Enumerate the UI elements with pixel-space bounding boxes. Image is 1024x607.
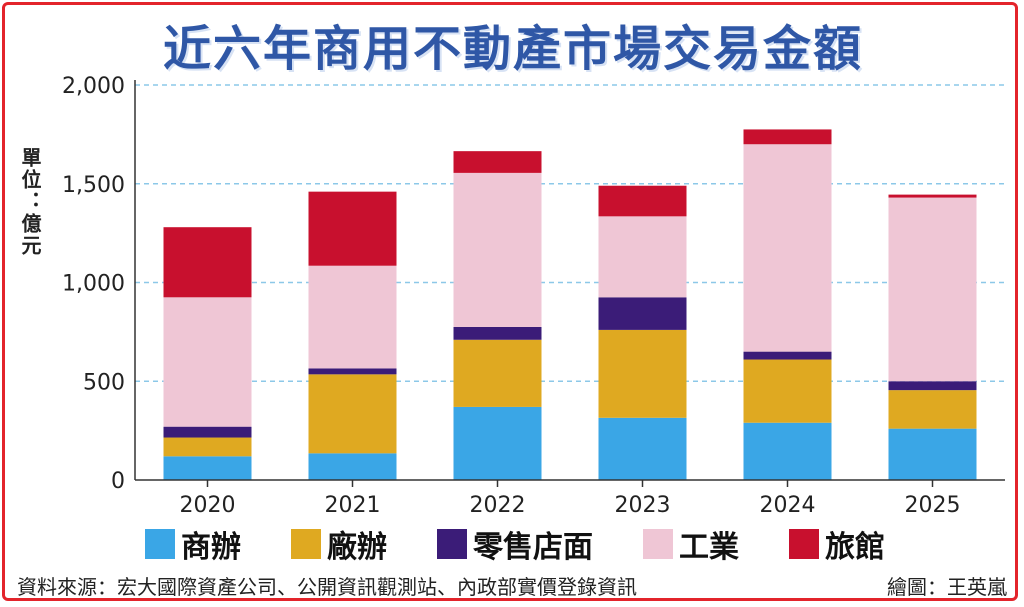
y-tick-label-500: 500 (83, 370, 125, 395)
y-axis-unit-label: 單位：億元 (18, 147, 42, 257)
bar-2021-series-1 (308, 374, 397, 454)
bar-2021-series-0 (308, 453, 397, 480)
x-tick-label-2023: 2023 (615, 493, 671, 518)
bar-2025-series-1 (888, 390, 977, 429)
bar-2023-series-4 (598, 185, 687, 217)
legend-label-4: 旅館 (825, 530, 885, 565)
legend-swatch-0 (145, 529, 175, 559)
bar-2020-series-3 (163, 297, 252, 427)
bar-2024-series-4 (743, 129, 832, 145)
bar-2021-series-2 (308, 368, 397, 375)
bar-2023-series-0 (598, 417, 687, 480)
x-tick-label-2025: 2025 (905, 493, 961, 518)
bar-2024-series-0 (743, 422, 832, 480)
legend-item-3: 工業 (643, 522, 739, 566)
gridlines (135, 84, 1005, 382)
bar-2024-series-2 (743, 351, 832, 360)
y-tick-label-1500: 1,500 (62, 173, 125, 198)
bar-2020-series-2 (163, 426, 252, 438)
x-tick-label-2024: 2024 (760, 493, 816, 518)
x-tick-label-2020: 2020 (180, 493, 236, 518)
bar-2025-series-2 (888, 381, 977, 391)
legend-label-2: 零售店面 (473, 530, 593, 565)
bar-2023-series-3 (598, 216, 687, 298)
bar-2021-series-3 (308, 265, 397, 369)
bar-2021-series-4 (308, 191, 397, 266)
y-tick-label-2000: 2,000 (62, 74, 125, 99)
legend-swatch-1 (291, 529, 321, 559)
bar-2023-series-1 (598, 329, 687, 418)
x-tick-label-2022: 2022 (470, 493, 526, 518)
legend-item-0: 商辦 (145, 522, 241, 566)
bar-2022-series-3 (453, 172, 542, 327)
bar-2024-series-1 (743, 359, 832, 423)
bar-2024-series-3 (743, 144, 832, 352)
stacked-bar-chart: 0 500 1,000 1,500 2,000 2020 2021 2022 2023 2024… (62, 74, 1005, 518)
y-tick-label-0: 0 (111, 469, 125, 494)
bar-2022-series-4 (453, 151, 542, 173)
legend-item-4: 旅館 (789, 522, 885, 566)
y-tick-labels: 0 500 1,000 1,500 2,000 (62, 74, 125, 494)
x-tick-label-2021: 2021 (325, 493, 381, 518)
bar-2022-series-0 (453, 406, 542, 480)
bar-2020-series-1 (163, 437, 252, 457)
footer: 資料來源：宏大國際資產公司、公開資訊觀測站、內政部實價登錄資訊 繪圖：王英嵐 (5, 567, 1015, 599)
bars (163, 129, 977, 480)
y-tick-label-1000: 1,000 (62, 272, 125, 297)
legend-swatch-4 (789, 529, 819, 559)
bar-2025-series-3 (888, 197, 977, 382)
bar-2025-series-0 (888, 428, 977, 480)
chart-frame: 近六年商用不動產市場交易金額 單位：億元 0 500 1,000 1,500 2,000… (2, 2, 1018, 601)
source-note: 資料來源：宏大國際資產公司、公開資訊觀測站、內政部實價登錄資訊 (17, 575, 637, 599)
bar-2022-series-1 (453, 339, 542, 407)
bar-2023-series-2 (598, 297, 687, 330)
legend-item-1: 廠辦 (291, 522, 387, 566)
x-tick-labels: 2020 2021 2022 2023 2024 2025 (180, 493, 961, 518)
bar-2025-series-4 (888, 194, 977, 198)
bar-2020-series-4 (163, 227, 252, 298)
legend-label-0: 商辦 (181, 530, 241, 565)
chart-title: 近六年商用不動產市場交易金額 (162, 21, 863, 77)
legend-label-3: 工業 (679, 530, 739, 565)
legend-label-1: 廠辦 (327, 530, 387, 565)
bar-2022-series-2 (453, 326, 542, 340)
legend: 商辦 廠辦 零售店面 工業 旅館 (145, 523, 1015, 565)
legend-item-2: 零售店面 (437, 522, 593, 566)
bar-2020-series-0 (163, 456, 252, 480)
legend-swatch-3 (643, 529, 673, 559)
graphic-credit: 繪圖：王英嵐 (887, 575, 1007, 599)
legend-swatch-2 (437, 529, 467, 559)
axes (134, 80, 1005, 487)
